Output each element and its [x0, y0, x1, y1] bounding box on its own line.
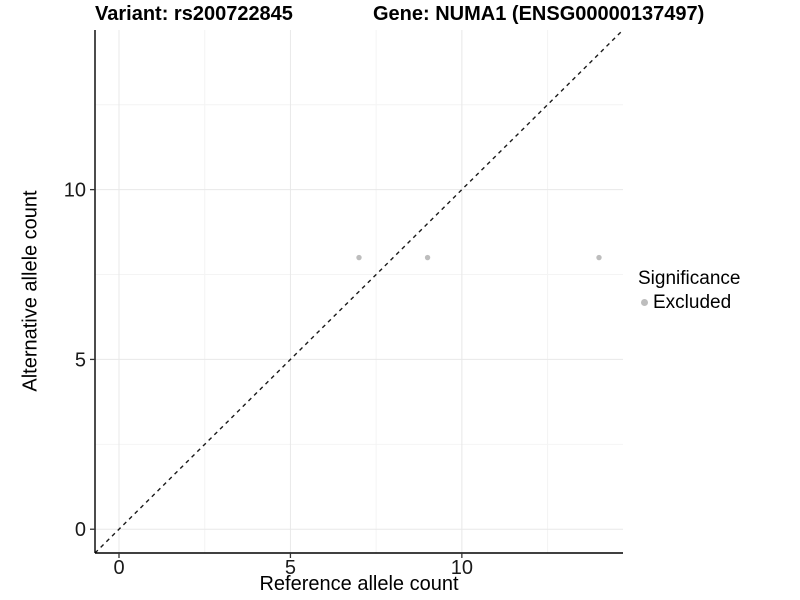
data-point-excluded	[356, 254, 362, 261]
legend-item-excluded: Excluded	[638, 292, 740, 314]
x-axis-title: Reference allele count	[259, 573, 459, 595]
excluded-point-icon	[641, 299, 648, 307]
legend: Significance Excluded	[638, 268, 740, 314]
y-tick-label: 10	[64, 180, 86, 202]
x-tick-label: 5	[285, 557, 296, 579]
variant-title: Variant: rs200722845	[95, 3, 293, 25]
x-tick-label: 0	[113, 557, 124, 579]
x-tick-label: 10	[451, 557, 473, 579]
legend-item-label: Excluded	[653, 291, 732, 313]
gene-title: Gene: NUMA1 (ENSG00000137497)	[373, 3, 705, 25]
y-axis-title: Alternative allele count	[19, 190, 42, 392]
identity-line	[94, 29, 624, 554]
data-point-excluded	[596, 254, 602, 261]
data-point-excluded	[424, 254, 431, 261]
y-tick-label: 0	[75, 519, 86, 541]
legend-title: Significance	[638, 268, 741, 289]
y-tick-label: 5	[75, 349, 86, 371]
